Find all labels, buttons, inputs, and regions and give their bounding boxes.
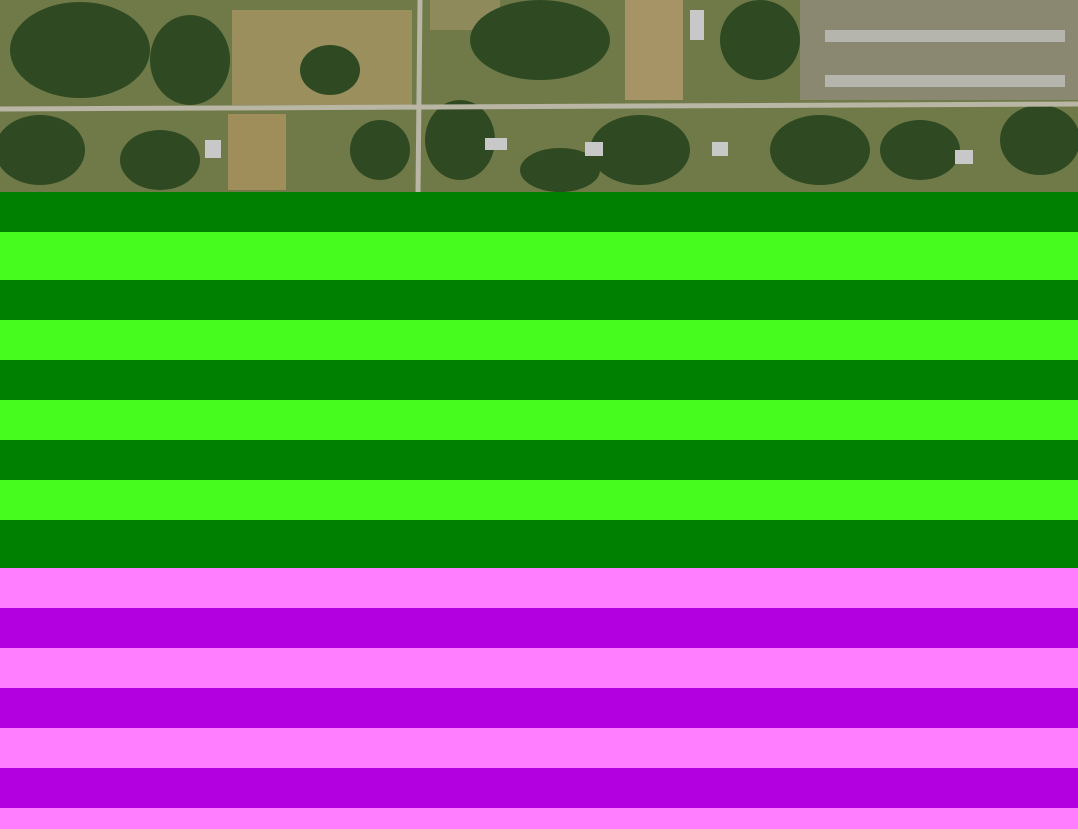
band (0, 360, 1078, 400)
band (0, 648, 1078, 688)
houses (205, 10, 1065, 164)
road (415, 0, 423, 192)
band (0, 232, 1078, 280)
band (0, 568, 1078, 608)
band (0, 480, 1078, 520)
band (0, 520, 1078, 568)
band (0, 808, 1078, 829)
aerial-photo (0, 0, 1078, 192)
band (0, 728, 1078, 768)
tree-canopy (0, 0, 1078, 192)
band (0, 768, 1078, 808)
band (0, 320, 1078, 360)
band (0, 688, 1078, 728)
band (0, 400, 1078, 440)
band (0, 280, 1078, 320)
field (625, 0, 683, 100)
band (0, 440, 1078, 480)
field (228, 114, 286, 190)
road (0, 101, 1078, 112)
band (0, 608, 1078, 648)
band (0, 192, 1078, 232)
